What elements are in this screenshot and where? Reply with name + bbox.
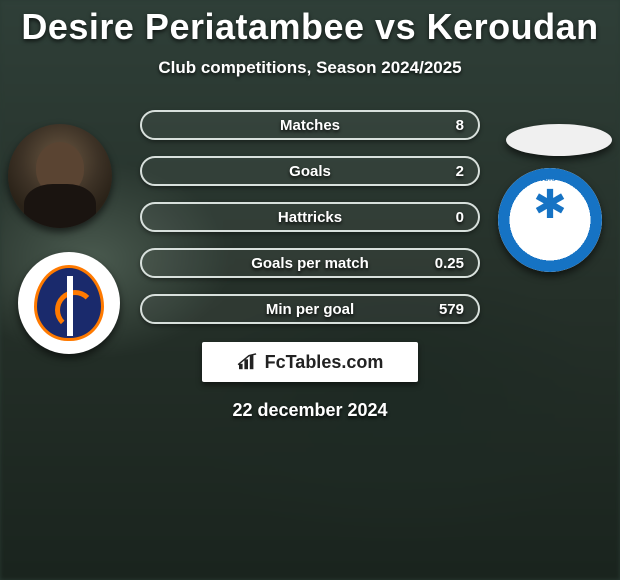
stat-value-right: 0.25 (435, 255, 464, 272)
stat-row: Min per goal 579 (140, 294, 480, 324)
stat-value-right: 2 (456, 163, 464, 180)
stat-row: Goals per match 0.25 (140, 248, 480, 278)
page-subtitle: Club competitions, Season 2024/2025 (158, 58, 461, 78)
stat-row: Hattricks 0 (140, 202, 480, 232)
stat-value-right: 8 (456, 117, 464, 134)
branding-label: FcTables.com (265, 352, 384, 373)
stats-area: Matches 8 Goals 2 Hattricks 0 Goals per … (0, 110, 620, 324)
content-container: Desire Periatambee vs Keroudan Club comp… (0, 0, 620, 580)
stat-label: Min per goal (266, 301, 354, 318)
page-title: Desire Periatambee vs Keroudan (21, 6, 598, 48)
stat-label: Goals (289, 163, 331, 180)
date-text: 22 december 2024 (232, 400, 387, 421)
stat-row: Goals 2 (140, 156, 480, 186)
stat-row: Matches 8 (140, 110, 480, 140)
chart-icon (237, 353, 259, 371)
branding-box[interactable]: FcTables.com (202, 342, 418, 382)
stat-value-right: 579 (439, 301, 464, 318)
stat-label: Matches (280, 117, 340, 134)
stat-label: Goals per match (251, 255, 369, 272)
stat-value-right: 0 (456, 209, 464, 226)
stat-label: Hattricks (278, 209, 342, 226)
